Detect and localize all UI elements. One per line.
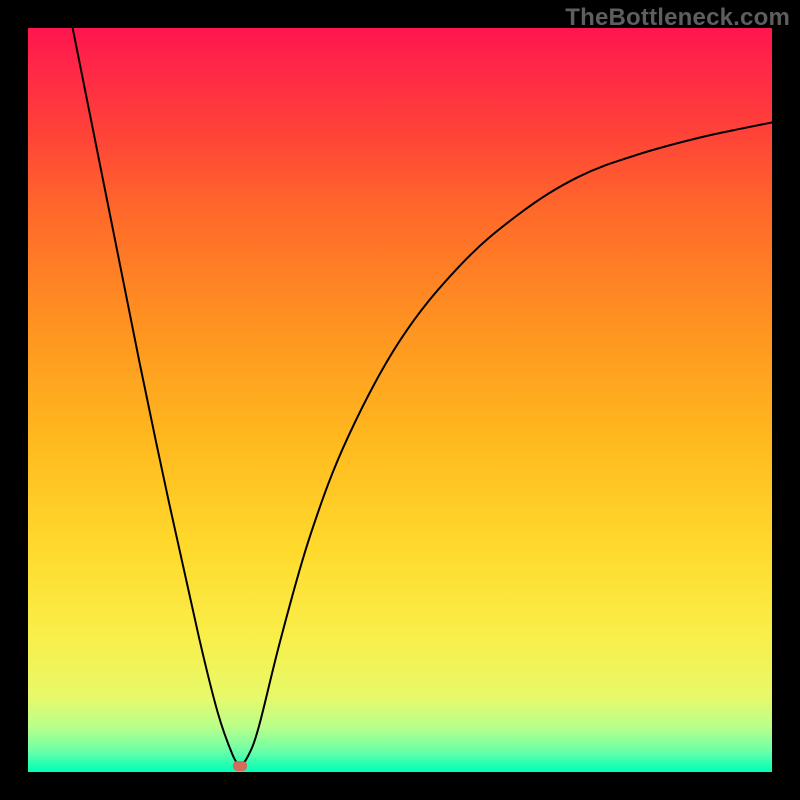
curve-layer: [28, 28, 772, 772]
plot-area: [28, 28, 772, 772]
chart-outer-frame: TheBottleneck.com: [0, 0, 800, 800]
curve-right-branch: [240, 122, 772, 766]
curve-left-branch: [73, 28, 240, 766]
watermark-text: TheBottleneck.com: [565, 4, 790, 32]
minimum-marker: [233, 761, 247, 771]
